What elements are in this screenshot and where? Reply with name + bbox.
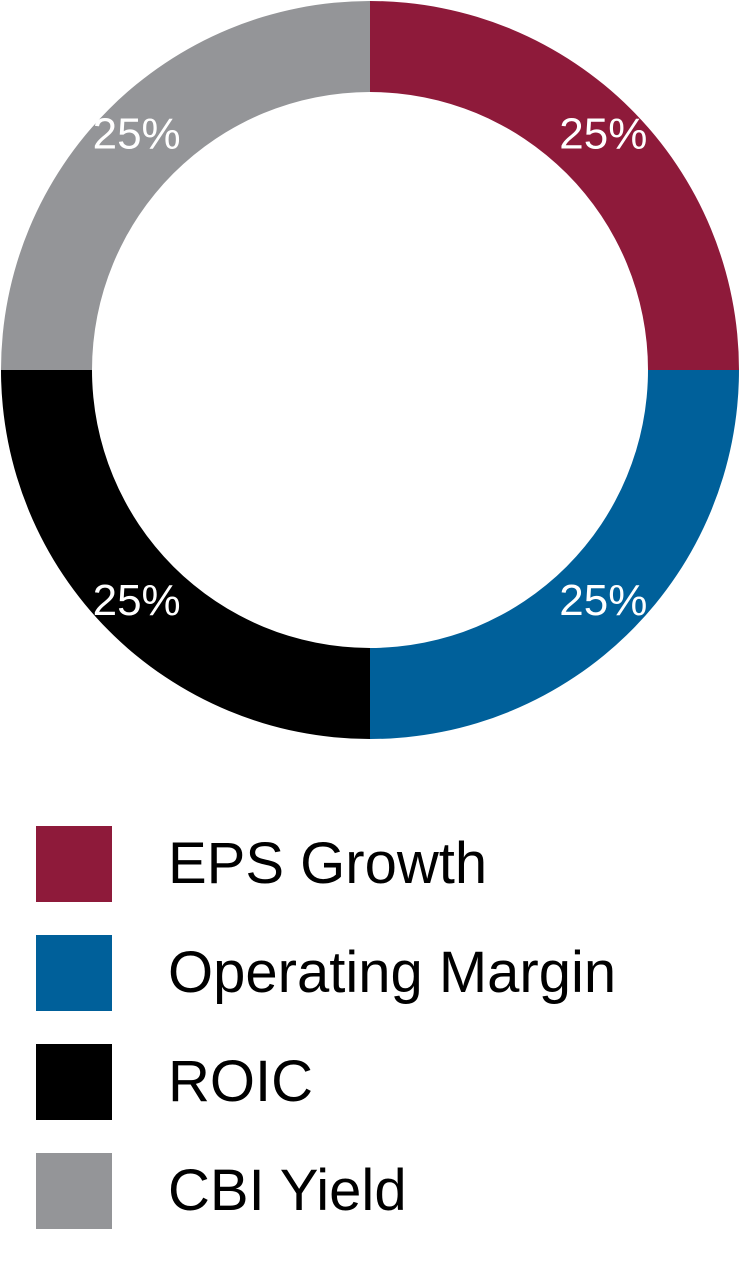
donut-slice-cbi-yield — [1, 1, 370, 370]
legend-swatch-eps-growth — [36, 826, 112, 902]
donut-slice-label-cbi-yield: 25% — [93, 109, 181, 158]
donut-slice-roic — [1, 370, 370, 739]
donut-slice-labels: 25% 25% 25% 25% — [93, 109, 648, 625]
legend-label-cbi-yield: CBI Yield — [168, 1158, 407, 1223]
legend-item-roic: ROIC — [36, 1044, 736, 1120]
legend-swatch-cbi-yield — [36, 1153, 112, 1229]
legend-item-eps-growth: EPS Growth — [36, 826, 736, 902]
legend-item-cbi-yield: CBI Yield — [36, 1153, 736, 1229]
legend-swatch-operating-margin — [36, 935, 112, 1011]
donut-slice-label-operating-margin: 25% — [559, 576, 647, 625]
donut-slices — [1, 1, 739, 739]
donut-slice-operating-margin — [370, 370, 739, 739]
legend-swatch-roic — [36, 1044, 112, 1120]
legend-label-operating-margin: Operating Margin — [168, 940, 617, 1005]
legend-label-roic: ROIC — [168, 1049, 313, 1114]
donut-slice-label-eps-growth: 25% — [559, 109, 647, 158]
donut-slice-eps-growth — [370, 1, 739, 370]
legend: EPS Growth Operating Margin ROIC CBI Yie… — [36, 826, 736, 1262]
donut-slice-label-roic: 25% — [93, 576, 181, 625]
donut-chart: 25% 25% 25% 25% — [1, 1, 739, 739]
legend-item-operating-margin: Operating Margin — [36, 935, 736, 1011]
legend-label-eps-growth: EPS Growth — [168, 831, 488, 896]
